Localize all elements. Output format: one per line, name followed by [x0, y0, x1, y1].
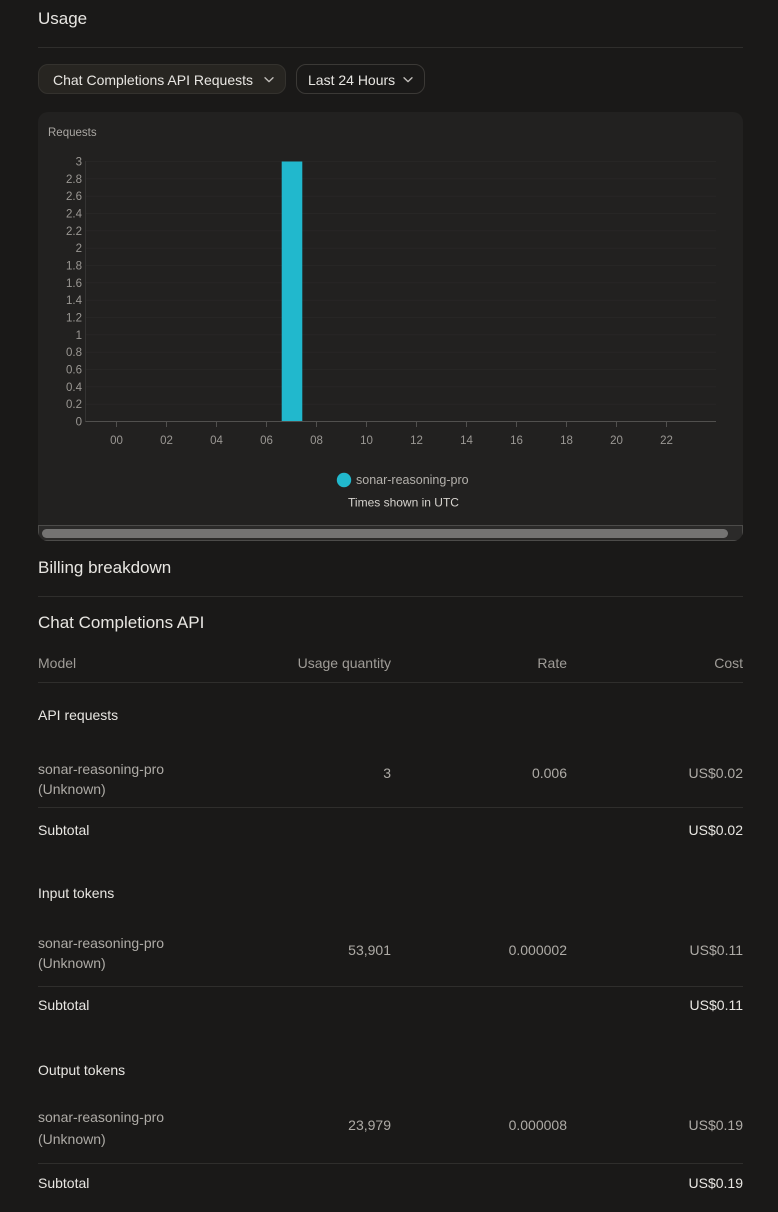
svg-text:20: 20	[610, 435, 623, 447]
svg-text:16: 16	[510, 435, 523, 447]
svg-text:1.2: 1.2	[66, 313, 82, 325]
svg-text:12: 12	[410, 435, 423, 447]
svg-text:sonar-reasoning-pro: sonar-reasoning-pro	[356, 473, 469, 487]
svg-text:10: 10	[360, 435, 373, 447]
svg-text:00: 00	[110, 435, 123, 447]
svg-text:1.4: 1.4	[66, 295, 83, 307]
svg-text:0.8: 0.8	[66, 347, 82, 359]
svg-text:02: 02	[160, 435, 173, 447]
svg-text:Times shown in UTC: Times shown in UTC	[348, 496, 459, 510]
svg-text:0.4: 0.4	[66, 382, 83, 394]
svg-text:06: 06	[260, 435, 273, 447]
svg-text:22: 22	[660, 435, 673, 447]
svg-text:04: 04	[210, 435, 223, 447]
svg-text:18: 18	[560, 435, 573, 447]
svg-text:0.6: 0.6	[66, 365, 82, 377]
svg-text:3: 3	[76, 157, 82, 169]
svg-text:0: 0	[76, 417, 82, 429]
svg-text:1.6: 1.6	[66, 278, 82, 290]
svg-text:2: 2	[76, 243, 82, 255]
svg-text:1.8: 1.8	[66, 261, 82, 273]
svg-text:2.6: 2.6	[66, 191, 82, 203]
svg-text:0.2: 0.2	[66, 399, 82, 411]
svg-text:1: 1	[76, 330, 82, 342]
svg-text:14: 14	[460, 435, 473, 447]
svg-text:2.8: 2.8	[66, 174, 82, 186]
svg-text:2.4: 2.4	[66, 209, 83, 221]
svg-text:08: 08	[310, 435, 323, 447]
svg-text:2.2: 2.2	[66, 226, 82, 238]
